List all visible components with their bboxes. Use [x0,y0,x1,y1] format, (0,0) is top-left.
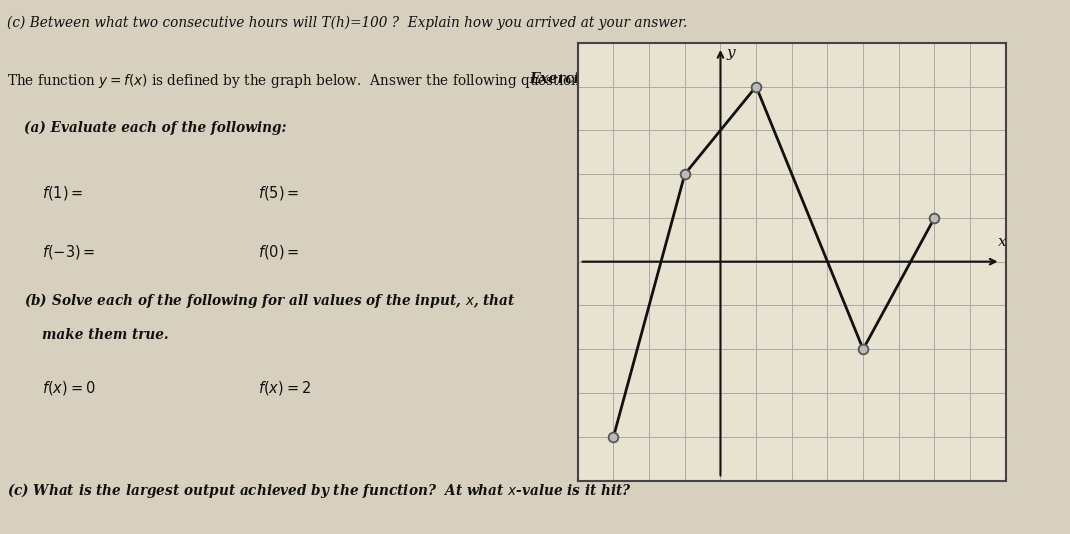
Text: $f(x) = 2$: $f(x) = 2$ [258,379,310,397]
Text: (c) What is the largest output achieved by the function?  At what $x$-value is i: (c) What is the largest output achieved … [7,481,632,500]
Text: $f(0) =$: $f(0) =$ [258,243,299,261]
Text: (b) Solve each of the following for all values of the input, $x$, that: (b) Solve each of the following for all … [24,291,516,310]
Text: Exercise: Exercise [529,72,596,86]
Text: The function $y = f(x)$ is defined by the graph below.  Answer the following que: The function $y = f(x)$ is defined by th… [7,72,733,90]
Text: $f(x) = 0$: $f(x) = 0$ [42,379,95,397]
Text: $f(5) =$: $f(5) =$ [258,184,299,202]
Text: $f(1) =$: $f(1) =$ [42,184,83,202]
Text: x: x [998,235,1007,249]
Text: (c) Between what two consecutive hours will T(h)=100 ?  Explain how you arrived : (c) Between what two consecutive hours w… [7,16,688,30]
Text: $f(-3) =$: $f(-3) =$ [42,243,95,261]
Text: y: y [727,46,735,60]
Text: (a) Evaluate each of the following:: (a) Evaluate each of the following: [24,120,287,135]
Text: make them true.: make them true. [42,328,169,342]
